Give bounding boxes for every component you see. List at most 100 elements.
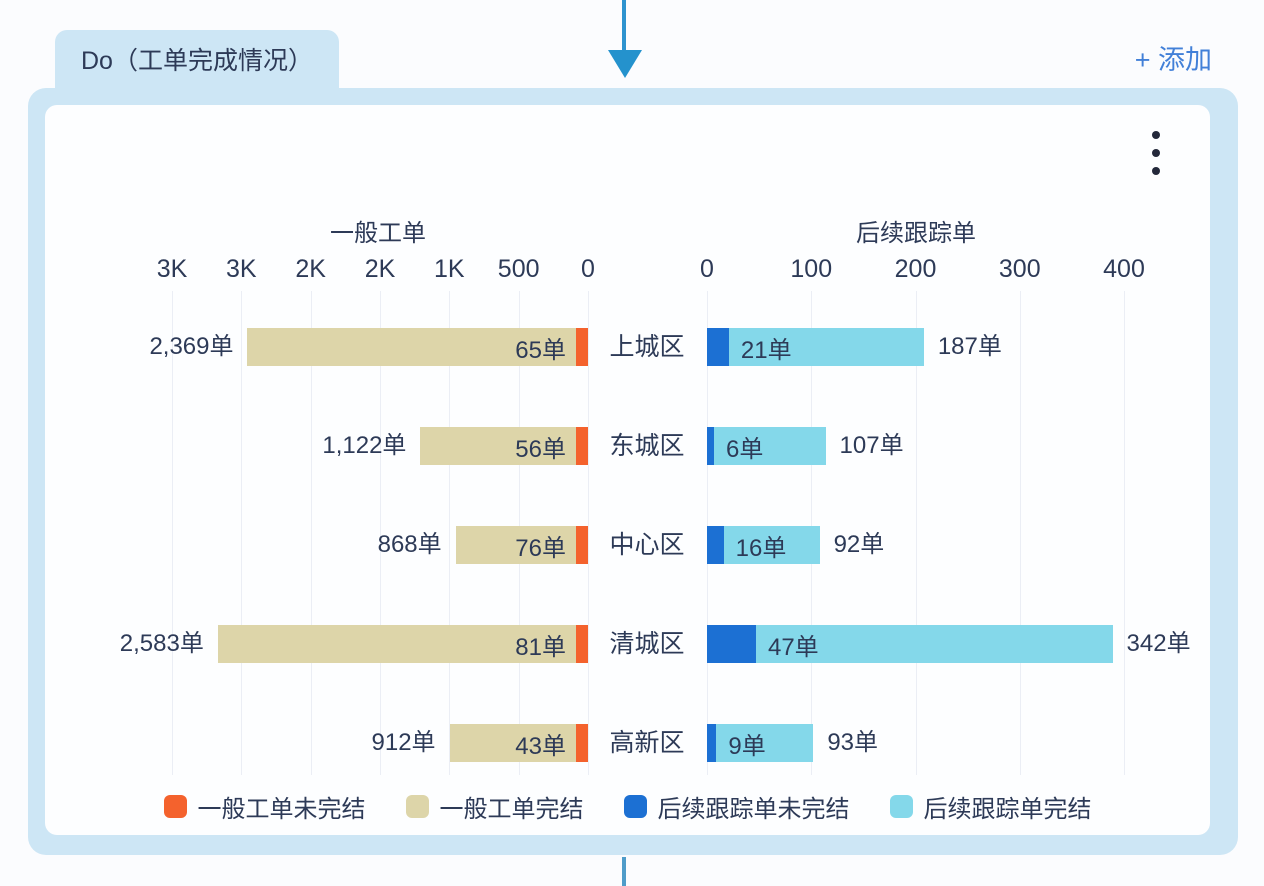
left-axis-tick: 0 [581, 255, 595, 283]
right-gridline [1019, 291, 1021, 775]
chart-legend: 一般工单未完结 一般工单完结 后续跟踪单未完结 后续跟踪单完结 [45, 789, 1210, 824]
flow-down-arrow-icon [608, 0, 642, 78]
value-label-inside: 56单 [515, 435, 566, 463]
category-label: 东城区 [609, 432, 685, 460]
right-axis-title: 后续跟踪单 [856, 220, 976, 247]
bar-general-completed[interactable]: 43单 [449, 724, 576, 762]
value-label-outside: 2,369单 [149, 333, 234, 360]
bar-follow-open[interactable] [707, 625, 756, 663]
value-label-outside: 868单 [377, 531, 442, 558]
bar-general-open[interactable] [576, 724, 588, 762]
legend-swatch [163, 795, 187, 818]
right-axis-tick: 300 [998, 255, 1041, 283]
right-gridline [1124, 291, 1125, 775]
bar-follow-completed[interactable]: 6单 [714, 427, 826, 465]
legend-item[interactable]: 后续跟踪单未完结 [623, 789, 850, 824]
kebab-menu-icon[interactable] [1143, 127, 1169, 179]
left-gridline [380, 291, 381, 775]
flow-arrow-head [608, 50, 642, 78]
legend-swatch [623, 795, 647, 818]
right-axis-tick: 400 [1103, 255, 1145, 283]
value-label-inside: 21单 [740, 336, 792, 364]
left-gridline [588, 291, 589, 775]
category-label: 清城区 [609, 630, 685, 658]
left-gridline [449, 291, 451, 775]
bar-general-open[interactable] [576, 328, 588, 366]
value-label-outside: 187单 [937, 333, 1002, 360]
bar-follow-open[interactable] [707, 427, 714, 465]
category-label: 上城区 [609, 333, 685, 361]
bar-follow-completed[interactable]: 9单 [716, 724, 814, 762]
bar-general-open[interactable] [576, 526, 588, 564]
bar-follow-open[interactable] [707, 724, 717, 762]
chart-card: 一般工单 后续跟踪单 一般工单未完结 一般工单完结 后续跟踪单未完结 后续跟踪单完结 … [45, 105, 1210, 835]
value-label-inside: 6单 [726, 435, 764, 463]
legend-item[interactable]: 一般工单完结 [405, 789, 584, 824]
legend-item[interactable]: 一般工单未完结 [163, 789, 366, 824]
legend-swatch [405, 795, 429, 818]
legend-swatch [889, 795, 913, 818]
right-axis-tick: 200 [894, 255, 937, 283]
bar-general-open[interactable] [576, 427, 588, 465]
chart-row: 43单 912单 高新区 9单 93单 [45, 724, 1210, 762]
bar-general-completed[interactable]: 65单 [247, 328, 576, 366]
value-label-inside: 9单 [728, 732, 766, 760]
left-axis-tick: 3K [156, 255, 188, 283]
tab-title: Do（工单完成情况） [81, 47, 313, 75]
value-label-outside: 342单 [1126, 630, 1191, 657]
kebab-dot [1152, 167, 1160, 175]
right-gridline [915, 291, 917, 775]
value-label-outside: 92单 [833, 531, 885, 558]
legend-label: 后续跟踪单未完结 [657, 796, 850, 823]
bar-follow-completed[interactable]: 21单 [728, 328, 924, 366]
left-gridline [172, 291, 173, 775]
left-gridline [241, 291, 243, 775]
add-button[interactable]: + 添加 [1134, 45, 1212, 75]
value-label-outside: 912单 [371, 729, 436, 756]
bar-follow-completed[interactable]: 47单 [755, 625, 1113, 663]
chart-row: 81单 2,583单 清城区 47单 342单 [45, 625, 1210, 663]
work-order-completion-chart: 一般工单 后续跟踪单 一般工单未完结 一般工单完结 后续跟踪单未完结 后续跟踪单完结 … [45, 105, 1210, 835]
flow-arrow-stem [622, 0, 626, 52]
kebab-dot [1152, 149, 1160, 157]
category-label: 中心区 [609, 531, 685, 559]
legend-item[interactable]: 后续跟踪单完结 [889, 789, 1092, 824]
left-axis-tick: 2K [295, 255, 326, 283]
bar-general-open[interactable] [576, 625, 588, 663]
value-label-outside: 107单 [839, 432, 904, 459]
value-label-outside: 1,122单 [322, 432, 407, 459]
bar-follow-open[interactable] [707, 328, 729, 366]
chart-row: 65单 2,369单 上城区 21单 187单 [45, 328, 1210, 366]
left-axis-tick: 1K [434, 255, 465, 283]
chart-row: 76单 868单 中心区 16单 92单 [45, 526, 1210, 564]
value-label-outside: 93单 [827, 729, 879, 756]
bar-follow-completed[interactable]: 16单 [723, 526, 820, 564]
category-label: 高新区 [609, 729, 685, 757]
value-label-inside: 81单 [515, 633, 566, 661]
legend-label: 后续跟踪单完结 [923, 796, 1092, 823]
chart-row: 56单 1,122单 东城区 6单 107单 [45, 427, 1210, 465]
value-label-inside: 16单 [735, 534, 787, 562]
left-axis-tick: 2K [364, 255, 396, 283]
value-label-inside: 43单 [515, 732, 566, 760]
left-gridline [310, 291, 312, 775]
left-axis-title: 一般工单 [330, 220, 426, 247]
kebab-dot [1152, 131, 1160, 139]
legend-label: 一般工单未完结 [197, 796, 366, 823]
value-label-outside: 2,583单 [119, 630, 204, 657]
bar-general-completed[interactable]: 56单 [420, 427, 576, 465]
panel-container: 一般工单 后续跟踪单 一般工单未完结 一般工单完结 后续跟踪单未完结 后续跟踪单完结 … [28, 88, 1238, 855]
bar-general-completed[interactable]: 76单 [455, 526, 576, 564]
bar-follow-open[interactable] [707, 526, 724, 564]
value-label-inside: 47单 [767, 633, 819, 661]
left-axis-tick: 3K [226, 255, 257, 283]
flow-connector-line [622, 857, 626, 886]
bar-general-completed[interactable]: 81单 [217, 625, 576, 663]
right-axis-tick: 0 [700, 255, 714, 283]
tab-do-work-order[interactable]: Do（工单完成情况） [55, 30, 339, 88]
legend-label: 一般工单完结 [439, 796, 584, 823]
right-axis-tick: 100 [790, 255, 833, 283]
value-label-inside: 76单 [515, 534, 566, 562]
value-label-inside: 65单 [515, 336, 566, 364]
